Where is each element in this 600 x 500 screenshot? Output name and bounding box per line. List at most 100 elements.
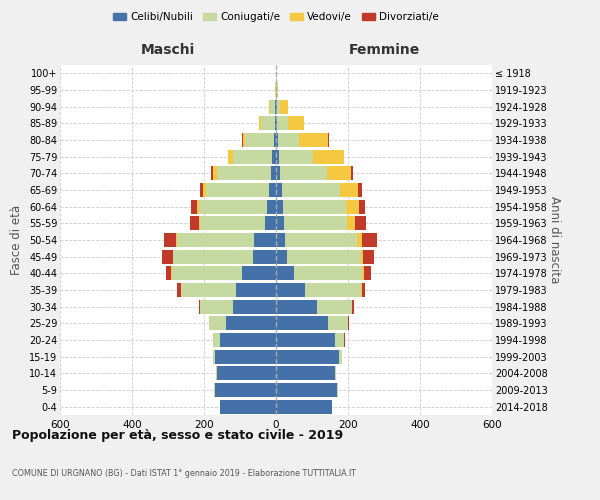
Bar <box>276 83 277 97</box>
Bar <box>276 116 288 130</box>
Bar <box>276 133 278 147</box>
Bar <box>216 366 276 380</box>
Bar <box>276 283 365 297</box>
Bar <box>200 216 276 230</box>
Bar <box>276 183 283 197</box>
Bar <box>276 250 364 264</box>
Bar <box>271 166 276 180</box>
Bar <box>191 200 276 214</box>
Bar <box>199 216 276 230</box>
Bar <box>276 83 278 97</box>
Bar <box>276 133 329 147</box>
Bar <box>220 400 276 414</box>
Bar <box>209 316 276 330</box>
Bar <box>213 333 276 347</box>
Bar <box>276 233 362 247</box>
Bar <box>276 266 371 280</box>
Bar <box>276 183 362 197</box>
Bar <box>276 166 350 180</box>
Bar <box>276 83 278 97</box>
Bar <box>213 350 276 364</box>
Text: Femmine: Femmine <box>349 42 419 56</box>
Bar <box>276 266 362 280</box>
Bar <box>276 150 279 164</box>
Bar <box>220 400 276 414</box>
Bar <box>276 350 339 364</box>
Bar <box>217 366 276 380</box>
Bar <box>200 183 276 197</box>
Bar <box>276 300 352 314</box>
Bar <box>276 283 305 297</box>
Bar <box>272 150 276 164</box>
Bar <box>276 300 354 314</box>
Y-axis label: Anni di nascita: Anni di nascita <box>548 196 562 284</box>
Bar <box>276 200 359 214</box>
Bar <box>177 233 276 247</box>
Bar <box>275 83 276 97</box>
Bar <box>276 350 342 364</box>
Bar <box>276 400 332 414</box>
Bar <box>276 250 374 264</box>
Bar <box>276 133 299 147</box>
Bar <box>276 300 352 314</box>
Text: Popolazione per età, sesso e stato civile - 2019: Popolazione per età, sesso e stato civil… <box>12 430 343 442</box>
Bar <box>276 183 340 197</box>
Bar <box>233 300 276 314</box>
Bar <box>276 383 337 397</box>
Bar <box>220 400 276 414</box>
Bar <box>217 166 276 180</box>
Bar <box>276 316 328 330</box>
Bar <box>226 316 276 330</box>
Bar <box>199 200 276 214</box>
Bar <box>190 216 276 230</box>
Bar <box>200 300 276 314</box>
Bar <box>211 166 276 180</box>
Bar <box>276 150 313 164</box>
Bar <box>214 383 276 397</box>
Bar <box>276 333 345 347</box>
Bar <box>276 283 361 297</box>
Bar <box>274 133 276 147</box>
Bar <box>173 250 276 264</box>
Bar <box>213 333 276 347</box>
Bar <box>276 100 287 114</box>
Bar <box>276 333 344 347</box>
Bar <box>276 250 287 264</box>
Bar <box>275 83 276 97</box>
Bar <box>276 383 338 397</box>
Bar <box>276 400 332 414</box>
Bar <box>173 250 276 264</box>
Y-axis label: Fasce di età: Fasce di età <box>10 205 23 275</box>
Bar <box>276 316 348 330</box>
Bar <box>216 366 276 380</box>
Bar <box>276 383 338 397</box>
Bar <box>177 283 276 297</box>
Bar <box>245 133 276 147</box>
Bar <box>276 200 365 214</box>
Bar <box>259 116 276 130</box>
Bar <box>203 183 276 197</box>
Bar <box>172 266 276 280</box>
Bar <box>164 233 276 247</box>
Text: Maschi: Maschi <box>141 42 195 56</box>
Bar <box>181 283 276 297</box>
Bar <box>276 200 346 214</box>
Bar <box>229 150 276 164</box>
Bar <box>254 233 276 247</box>
Bar <box>276 366 337 380</box>
Bar <box>276 233 377 247</box>
Bar <box>276 316 349 330</box>
Bar <box>276 200 283 214</box>
Bar <box>276 100 287 114</box>
Bar <box>276 216 365 230</box>
Bar <box>276 250 361 264</box>
Bar <box>276 216 355 230</box>
Bar <box>171 266 276 280</box>
Bar <box>260 116 276 130</box>
Bar <box>276 150 344 164</box>
Bar <box>267 200 276 214</box>
Bar <box>162 250 276 264</box>
Bar <box>276 366 337 380</box>
Bar <box>214 383 276 397</box>
Bar <box>276 133 328 147</box>
